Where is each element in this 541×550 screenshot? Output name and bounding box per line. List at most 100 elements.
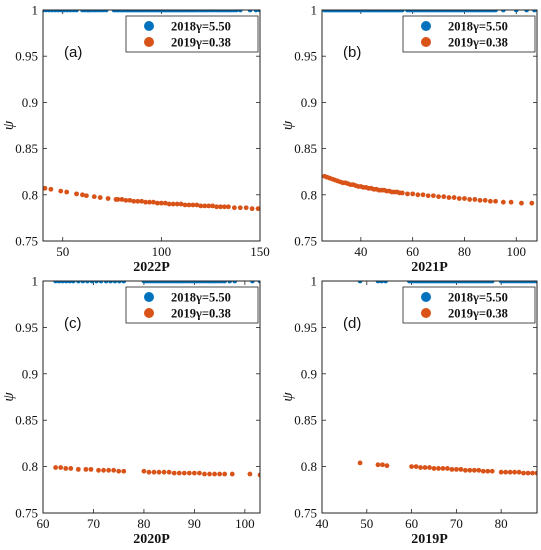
y-tick-label: 0.95	[294, 49, 317, 64]
y-tick-label: 0.95	[15, 320, 38, 335]
y-axis-label: ψ	[280, 392, 296, 402]
panel-label: (b)	[343, 44, 361, 61]
legend-marker	[144, 308, 154, 318]
x-tick-label: 80	[495, 516, 508, 531]
legend-marker	[144, 21, 154, 31]
x-tick-label: 150	[250, 244, 270, 259]
data-point	[74, 10, 79, 13]
data-point	[68, 466, 74, 471]
data-point	[480, 468, 486, 474]
legend-marker	[421, 37, 431, 47]
data-points	[322, 10, 537, 206]
data-point	[436, 466, 441, 471]
legend-marker	[421, 292, 431, 302]
legend-label: 2018γ=5.50	[448, 20, 508, 34]
data-point	[257, 472, 260, 478]
data-point	[445, 466, 450, 471]
data-point	[253, 10, 259, 13]
data-point	[493, 10, 498, 13]
data-point	[503, 469, 509, 475]
y-tick-label: 0.9	[301, 366, 317, 381]
data-point	[529, 200, 535, 206]
data-point	[98, 281, 104, 284]
data-point	[232, 281, 238, 284]
data-point	[174, 201, 180, 207]
data-point	[380, 462, 385, 468]
data-point	[212, 471, 217, 477]
x-tick-label: 60	[405, 516, 418, 531]
data-points	[43, 10, 260, 212]
data-point	[521, 470, 526, 476]
data-point	[399, 190, 405, 196]
data-point	[80, 281, 86, 284]
legend-label: 2019γ=0.38	[171, 36, 231, 50]
data-point	[227, 281, 233, 284]
series-2	[357, 460, 537, 476]
data-point	[84, 193, 89, 199]
data-point	[250, 281, 255, 284]
data-point	[116, 281, 122, 284]
data-point	[151, 469, 157, 475]
data-point	[155, 200, 160, 206]
data-point	[512, 469, 518, 475]
data-point	[226, 204, 231, 210]
data-point	[489, 281, 495, 284]
data-point	[53, 281, 59, 284]
series-1	[322, 10, 537, 13]
y-axis-label: ψ	[1, 392, 17, 402]
data-point	[75, 281, 81, 284]
data-point	[171, 470, 177, 476]
y-tick-label: 1	[32, 274, 39, 289]
data-point	[440, 466, 446, 471]
y-axis-label: ψ	[280, 120, 296, 130]
data-point	[498, 469, 504, 475]
y-axis-label: ψ	[1, 120, 17, 130]
data-point	[139, 198, 145, 204]
chart-panel-3: 0.75 0.8 0.85 0.9 0.95 1 60 70 80 90 100 (c) 2020P ψ 2…	[1, 274, 261, 547]
data-point	[237, 205, 243, 211]
data-point	[477, 197, 483, 203]
data-point	[493, 198, 498, 204]
data-point	[108, 281, 113, 284]
data-points	[53, 281, 260, 478]
data-point	[121, 468, 127, 474]
data-point	[446, 195, 452, 200]
data-point	[231, 205, 237, 211]
data-point	[103, 281, 109, 284]
data-point	[85, 281, 90, 284]
x-tick-label: 60	[406, 244, 419, 259]
legend-label: 2019γ=0.38	[171, 307, 231, 321]
legend-marker	[144, 292, 154, 302]
data-point	[206, 203, 212, 209]
y-tick-label: 0.9	[301, 95, 317, 110]
data-point	[422, 465, 428, 470]
data-point	[453, 466, 459, 472]
y-tick-label: 0.9	[22, 95, 38, 110]
data-point	[58, 188, 64, 194]
data-point	[119, 197, 125, 202]
y-tick-label: 1	[311, 3, 318, 18]
series-1	[53, 281, 260, 284]
axes-frame	[42, 280, 261, 514]
data-point	[233, 10, 239, 13]
data-point	[74, 191, 79, 197]
legend-label: 2018γ=5.50	[448, 291, 508, 305]
data-point	[89, 281, 95, 284]
data-point	[534, 281, 537, 284]
data-point	[425, 193, 431, 199]
data-point	[112, 281, 118, 284]
y-tick-label: 0.8	[301, 187, 317, 202]
data-point	[530, 470, 535, 476]
legend-label: 2019γ=0.38	[448, 36, 508, 50]
data-point	[534, 470, 537, 476]
data-point	[80, 192, 85, 198]
data-point	[48, 186, 54, 192]
data-point	[441, 194, 447, 200]
data-point	[375, 281, 381, 284]
data-point	[103, 10, 109, 13]
data-point	[43, 185, 48, 191]
data-point	[60, 281, 66, 284]
y-tick-label: 0.8	[22, 459, 38, 474]
data-point	[166, 201, 172, 207]
x-axis-label: 2022P	[133, 260, 170, 275]
